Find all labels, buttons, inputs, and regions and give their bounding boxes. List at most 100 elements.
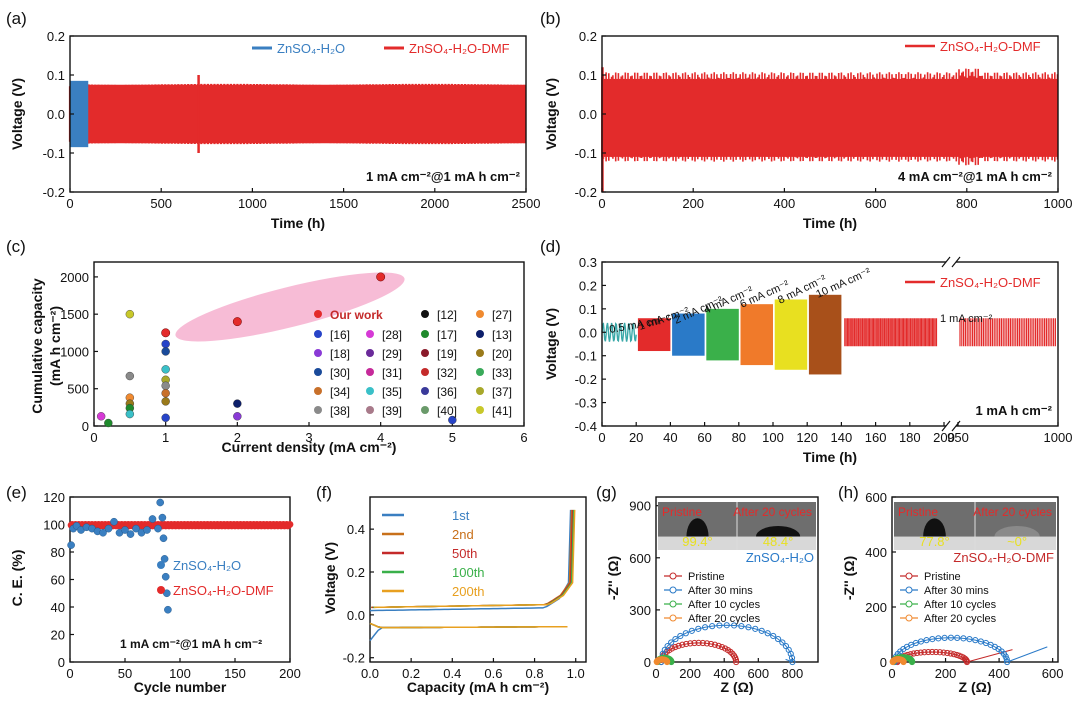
panel-h-xtick-label: 400 (988, 666, 1010, 681)
legend-label: [18] (330, 347, 350, 361)
ce-point-h2o (161, 572, 170, 581)
panel-d-xtick-label: 120 (796, 430, 818, 445)
panel-c-ytick-label: 1000 (60, 344, 89, 359)
legend-label: Pristine (924, 571, 961, 583)
legend-marker (314, 387, 322, 395)
panel-e-xtick-label: 50 (118, 666, 132, 681)
legend-label: [19] (437, 347, 457, 361)
panel-label: (c) (6, 237, 26, 256)
legend-label: Pristine (688, 571, 725, 583)
legend-label: 200th (452, 584, 485, 599)
legend-label: [27] (492, 308, 512, 322)
series-znso4-h2o-area (70, 80, 89, 148)
our-work-point (376, 272, 386, 282)
ce-point-dmf (286, 520, 294, 528)
legend-label: [36] (437, 385, 457, 399)
panel-e-ytick-label: 120 (43, 490, 65, 505)
our-work-point (232, 317, 242, 327)
panel-f-ytick-label: 0.0 (347, 608, 365, 623)
panel-f-ytick-label: -0.2 (343, 651, 365, 666)
panel-label: (b) (540, 9, 561, 28)
panel-c-xtick-label: 6 (520, 430, 527, 445)
legend-label-znso4-h2o: ZnSO₄-H₂O (277, 41, 345, 56)
inset-left-angle: 77.8° (919, 534, 950, 549)
panel-a-xtick-label: 500 (150, 196, 172, 211)
eis-point-1 (688, 627, 695, 634)
inset-right-label: After 20 cycles (973, 505, 1052, 519)
panel-a-ytick-label: -0.1 (43, 146, 65, 161)
legend-label: [12] (437, 308, 457, 322)
eis-point-0 (675, 642, 682, 649)
legend-label-our-work: Our work (330, 308, 383, 322)
droplet-right-icon (755, 526, 801, 537)
panel-c-ytick-label: 0 (82, 419, 89, 434)
legend-marker (366, 349, 374, 357)
series-1st-charge (369, 509, 572, 612)
legend-marker (476, 406, 484, 414)
series-segment (740, 304, 773, 366)
panel-label: (a) (6, 9, 27, 28)
panel-c-xtick-label: 5 (449, 430, 456, 445)
ce-point-h2o (148, 515, 157, 523)
legend-label: 100th (452, 565, 485, 580)
panel-f-xtick-label: 0.6 (484, 666, 502, 681)
y-axis-title: Voltage (V) (543, 78, 559, 150)
ce-point-h2o (156, 498, 164, 507)
legend-marker (366, 330, 374, 338)
ce-point-h2o (104, 524, 113, 533)
panel-g-xtick-label: 200 (679, 666, 701, 681)
panel-g-xtick-label: 600 (747, 666, 769, 681)
series-1st-discharge (369, 625, 568, 642)
panel-c-xtick-label: 3 (305, 430, 312, 445)
eis-point-0 (711, 641, 719, 648)
legend-label: [35] (382, 385, 402, 399)
panel-e-xtick-label: 100 (169, 666, 191, 681)
panel-h-frame (891, 496, 1059, 663)
panel-d-ytick-label: 0.2 (579, 278, 597, 293)
legend-label: [39] (382, 404, 402, 418)
panel-b-ytick-label: 0.2 (579, 29, 597, 44)
legend-marker (476, 387, 484, 395)
ce-point-h2o (143, 526, 151, 534)
legend-marker (476, 330, 484, 338)
panel-a-ytick-label: 0.0 (47, 107, 65, 122)
legend-marker (669, 614, 677, 622)
legend-marker-h2o (157, 561, 165, 569)
axis-break-mark (941, 420, 951, 432)
x-axis-title: Time (h) (271, 215, 325, 231)
panel-d-xtick-label: 950 (947, 430, 969, 445)
legend-label: After 10 cycles (688, 599, 761, 611)
panel-d-ytick-label: -0.1 (575, 349, 597, 364)
panel-h-xtick-label: 600 (1042, 666, 1064, 681)
rate-label: 1 mA cm⁻² (940, 313, 993, 325)
panel-f-xtick-label: 0.0 (361, 666, 379, 681)
inset-right-label: After 20 cycles (733, 505, 812, 519)
series-znso4-h2o-dmf-area (70, 84, 526, 144)
panel-f-frame (369, 496, 587, 663)
y-axis-title-line1: Cumulative capacity (29, 278, 45, 414)
inset-left-label: Pristine (662, 505, 702, 519)
panel-e-ytick-label: 40 (51, 600, 65, 615)
panel-e-ytick-label: 0 (58, 655, 65, 670)
data-point (448, 415, 457, 425)
panel-b-xtick-label: 600 (865, 196, 887, 211)
ce-point-h2o (164, 605, 172, 614)
panel-c-ytick-label: 2000 (60, 270, 89, 285)
legend-label-znso4-h2o-dmf: ZnSO₄-H₂O-DMF (409, 41, 510, 56)
legend-label: [16] (330, 328, 350, 342)
ce-point-h2o (154, 524, 162, 533)
eis-point-1 (668, 639, 675, 646)
x-axis-title: Time (h) (803, 215, 857, 231)
legend-label: After 30 mins (688, 585, 753, 597)
panel-a-ytick-label: 0.1 (47, 68, 65, 83)
legend-label: After 30 mins (924, 585, 989, 597)
legend-label: [34] (330, 385, 350, 399)
eis-line-3 (656, 658, 668, 662)
x-axis-title: Z (Ω) (721, 679, 754, 695)
series-segment (601, 322, 637, 343)
legend-label: [13] (492, 328, 512, 342)
eis-line-3 (892, 658, 904, 662)
series-segment (808, 294, 842, 375)
inset-left-label: Pristine (898, 505, 938, 519)
panel-a-xtick-label: 2000 (420, 196, 449, 211)
